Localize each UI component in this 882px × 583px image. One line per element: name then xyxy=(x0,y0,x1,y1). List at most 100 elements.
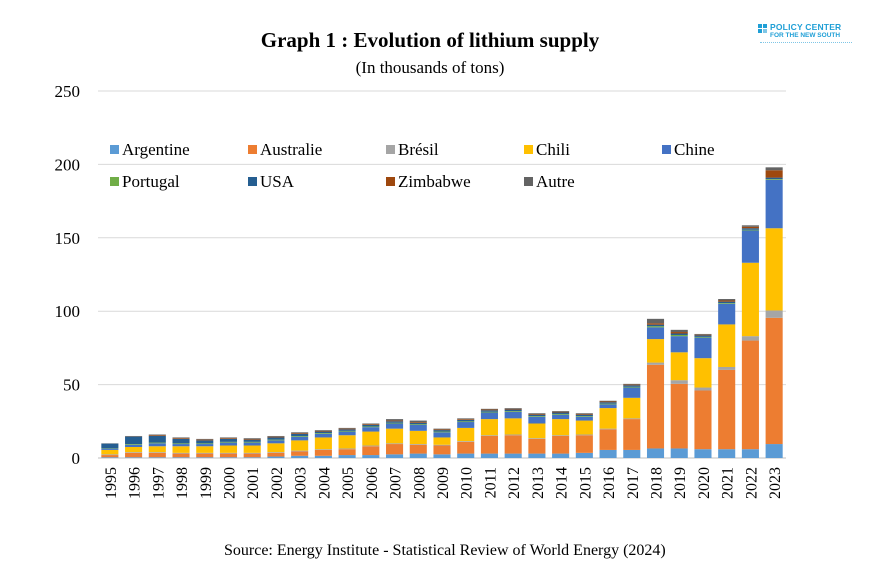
bar-segment-autre-2007 xyxy=(386,419,404,421)
bar-segment-australie-2003 xyxy=(291,451,309,456)
x-tick-label: 2014 xyxy=(554,467,571,499)
bar-segment-portugal-2009 xyxy=(433,431,451,433)
bar-segment-zimbabwe-2006 xyxy=(362,424,380,425)
bar-segment-usa-2001 xyxy=(243,439,261,442)
x-tick-label: 1997 xyxy=(150,467,167,499)
bar-segment-usa-2003 xyxy=(291,433,309,436)
bar-segment-chili-2022 xyxy=(741,262,759,337)
bar-segment-portugal-2011 xyxy=(480,411,498,413)
bar-segment-autre-2018 xyxy=(646,318,665,324)
bar-segment-australie-2021 xyxy=(718,369,736,450)
bar-segment-chili-2009 xyxy=(433,437,451,445)
legend-label-brésil: Brésil xyxy=(398,140,439,159)
bar-segment-argentine-2011 xyxy=(480,453,498,458)
y-tick-label: 0 xyxy=(72,449,81,468)
x-tick-label: 2010 xyxy=(459,467,476,499)
bar-segment-chili-2006 xyxy=(362,431,380,446)
bar-segment-chili-2005 xyxy=(338,435,356,449)
y-tick-label: 250 xyxy=(55,82,81,101)
bar-segment-portugal-2022 xyxy=(741,229,759,231)
bar-segment-brésil-2021 xyxy=(718,366,736,370)
bar-segment-argentine-1999 xyxy=(196,457,214,458)
bar-segment-argentine-2022 xyxy=(741,449,759,458)
bar-segment-zimbabwe-2000 xyxy=(219,438,238,439)
bar-segment-usa-2011 xyxy=(480,410,498,412)
x-tick-label: 2015 xyxy=(577,467,594,499)
bar-segment-portugal-1998 xyxy=(172,443,190,445)
legend-label-chili: Chili xyxy=(536,140,570,159)
bar-segment-chili-2012 xyxy=(504,418,522,435)
bar-segment-autre-2021 xyxy=(718,299,736,301)
bar-segment-chine-2016 xyxy=(599,404,617,409)
bar-segment-zimbabwe-2008 xyxy=(409,422,427,423)
bar-segment-chine-2000 xyxy=(219,442,238,446)
bar-segment-australie-2013 xyxy=(528,438,546,454)
bar-segment-chili-2015 xyxy=(575,420,593,435)
bar-segment-chili-1996 xyxy=(125,446,143,453)
x-tick-label: 2012 xyxy=(506,467,523,499)
bar-segment-australie-2001 xyxy=(243,453,261,458)
bar-segment-chine-1999 xyxy=(196,444,214,447)
bar-segment-australie-2005 xyxy=(338,449,356,456)
legend-swatch-usa xyxy=(248,177,257,186)
bar-segment-portugal-2021 xyxy=(718,303,736,304)
legend-label-chine: Chine xyxy=(674,140,715,159)
legend-swatch-autre xyxy=(524,177,533,186)
bar-segment-chine-2020 xyxy=(694,337,712,359)
legend: Argentine Australie Brésil Chili Chine Portug… xyxy=(110,140,715,191)
bar-segment-usa-2015 xyxy=(575,414,593,417)
y-axis-ticks: 0 50 100 150 200 250 xyxy=(55,82,81,468)
bar-segment-usa-2013 xyxy=(528,414,546,417)
y-tick-label: 50 xyxy=(63,376,80,395)
bar-segment-argentine-2017 xyxy=(623,449,641,458)
legend-swatch-zimbabwe xyxy=(386,177,395,186)
bar-segment-chili-1999 xyxy=(196,446,214,453)
bar-segment-usa-2023 xyxy=(765,177,783,180)
bar-segment-portugal-2015 xyxy=(575,416,593,417)
bar-segment-chine-2015 xyxy=(575,416,593,421)
legend-swatch-chine xyxy=(662,145,671,154)
bar-segment-chili-2016 xyxy=(599,408,617,429)
bar-segment-argentine-1998 xyxy=(172,457,190,458)
bar-segment-usa-1998 xyxy=(172,438,190,444)
bar-segment-zimbabwe-2012 xyxy=(504,408,522,410)
bar-segment-chili-2004 xyxy=(314,437,332,450)
bar-segment-zimbabwe-1998 xyxy=(172,438,190,439)
bar-segment-australie-2009 xyxy=(433,445,451,455)
x-tick-label: 1995 xyxy=(103,467,120,499)
bar-segment-brésil-2010 xyxy=(457,441,475,442)
bar-segment-portugal-2016 xyxy=(599,403,617,405)
bar-segment-australie-1995 xyxy=(101,455,119,458)
bar-segment-autre-2022 xyxy=(741,225,759,227)
bar-segment-usa-2010 xyxy=(457,419,475,422)
bar-segment-autre-1996 xyxy=(125,435,143,437)
bar-segment-portugal-1996 xyxy=(125,444,143,445)
logo-text-line2: FOR THE NEW SOUTH xyxy=(770,32,841,39)
x-tick-label: 1999 xyxy=(198,467,215,499)
bar-segment-usa-2014 xyxy=(552,412,570,414)
x-tick-label: 2003 xyxy=(293,467,310,499)
bar-segment-argentine-2016 xyxy=(599,449,617,458)
bar-segment-australie-2011 xyxy=(480,435,498,454)
bar-segment-argentine-2012 xyxy=(504,453,522,458)
legend-label-portugal: Portugal xyxy=(122,172,180,191)
bar-segment-argentine-2015 xyxy=(575,452,593,458)
bar-segment-portugal-2023 xyxy=(765,179,783,180)
x-tick-label: 2006 xyxy=(364,467,381,499)
bar-segment-chili-2021 xyxy=(718,324,736,367)
bar-segment-chine-2010 xyxy=(457,422,475,428)
bar-segment-brésil-1999 xyxy=(196,452,214,454)
bar-segment-chine-2001 xyxy=(243,442,261,446)
bar-segment-autre-2014 xyxy=(552,411,570,412)
bar-segment-argentine-2019 xyxy=(670,448,688,458)
bar-segment-australie-1997 xyxy=(148,452,166,458)
bar-segment-usa-2012 xyxy=(504,409,522,412)
bar-segment-chine-2021 xyxy=(718,303,736,325)
bar-segment-chine-2007 xyxy=(386,423,404,429)
bar-segment-argentine-2008 xyxy=(409,453,427,458)
bar-segment-zimbabwe-2020 xyxy=(694,334,712,336)
x-tick-label: 1996 xyxy=(127,467,144,499)
bar-segment-chili-2011 xyxy=(480,419,498,436)
bar-segment-usa-2009 xyxy=(433,430,451,432)
